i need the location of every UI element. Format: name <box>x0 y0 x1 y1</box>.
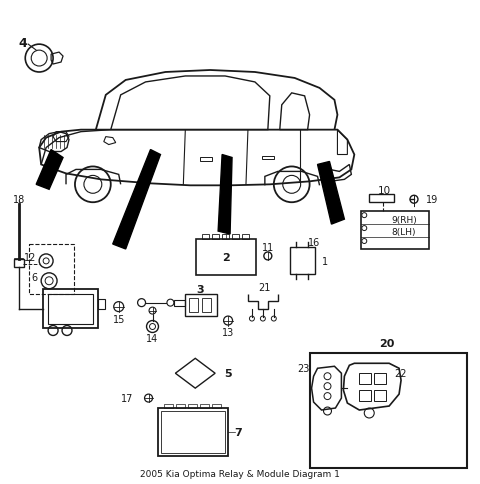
Text: 15: 15 <box>112 314 125 324</box>
Polygon shape <box>113 150 160 249</box>
Text: 8(LH): 8(LH) <box>392 227 416 236</box>
Bar <box>189 298 198 312</box>
Bar <box>165 404 173 408</box>
Text: 14: 14 <box>146 334 158 344</box>
Text: 7: 7 <box>234 427 242 437</box>
Text: 21: 21 <box>259 282 271 292</box>
Text: 1: 1 <box>322 257 328 266</box>
Bar <box>232 235 239 240</box>
Bar <box>202 235 209 240</box>
Polygon shape <box>318 162 344 225</box>
Bar <box>200 404 209 408</box>
Bar <box>48 294 93 324</box>
Text: 13: 13 <box>222 328 234 338</box>
Text: 2005 Kia Optima Relay & Module Diagram 1: 2005 Kia Optima Relay & Module Diagram 1 <box>140 469 340 478</box>
Text: 2: 2 <box>222 252 230 262</box>
Circle shape <box>362 239 367 244</box>
Circle shape <box>362 226 367 231</box>
Bar <box>360 390 371 401</box>
Bar <box>212 235 219 240</box>
Text: 4: 4 <box>19 37 28 49</box>
Bar <box>202 298 211 312</box>
Bar <box>14 259 24 267</box>
Text: 3: 3 <box>196 284 204 294</box>
Text: 10: 10 <box>378 186 391 196</box>
Polygon shape <box>36 150 63 190</box>
Text: 5: 5 <box>224 368 232 378</box>
Bar <box>310 354 467 468</box>
Text: 19: 19 <box>426 195 438 205</box>
Bar <box>222 235 229 240</box>
Text: 12: 12 <box>24 252 36 262</box>
Text: 22: 22 <box>394 368 407 378</box>
Bar <box>188 404 197 408</box>
Polygon shape <box>218 155 232 235</box>
Text: 16: 16 <box>308 238 320 247</box>
Bar <box>196 240 256 275</box>
Bar <box>360 374 371 384</box>
Text: 11: 11 <box>262 242 274 253</box>
Bar <box>242 235 249 240</box>
Text: 9(RH): 9(RH) <box>391 215 417 224</box>
Bar <box>43 289 98 329</box>
Text: 18: 18 <box>13 195 25 205</box>
Bar <box>29 244 74 294</box>
Text: 6: 6 <box>31 272 37 282</box>
Bar <box>176 404 185 408</box>
Bar <box>374 390 386 401</box>
Bar <box>185 294 217 316</box>
Text: 20: 20 <box>380 339 395 348</box>
Bar <box>374 374 386 384</box>
Text: 23: 23 <box>297 363 310 374</box>
Circle shape <box>362 213 367 218</box>
Bar <box>212 404 221 408</box>
Text: 17: 17 <box>121 393 133 403</box>
